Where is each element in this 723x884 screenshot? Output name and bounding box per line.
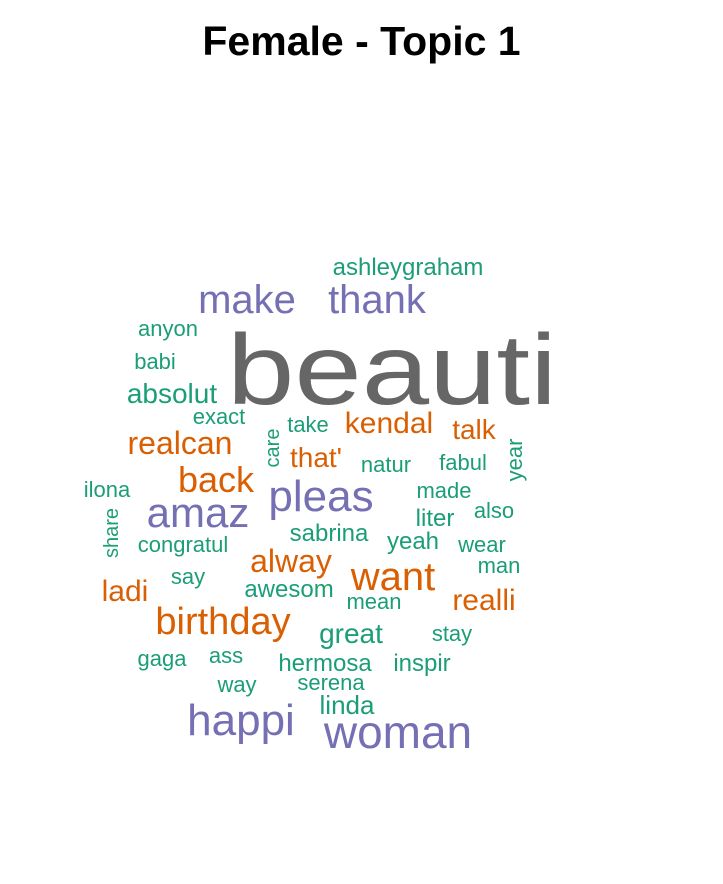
word-47: serena xyxy=(297,670,365,695)
word-26: year xyxy=(502,439,527,482)
word-8: realcan xyxy=(128,425,233,461)
word-24: natur xyxy=(361,452,411,477)
word-14: talk xyxy=(452,414,497,445)
word-5: happi xyxy=(187,696,295,745)
word-48: linda xyxy=(320,690,375,720)
word-22: take xyxy=(287,412,329,437)
word-39: man xyxy=(478,553,521,578)
chart-title: Female - Topic 1 xyxy=(202,18,521,64)
word-11: birthday xyxy=(155,601,290,643)
word-21: exact xyxy=(193,404,246,429)
word-12: alway xyxy=(250,543,332,579)
word-34: yeah xyxy=(387,528,439,555)
word-28: made xyxy=(416,478,471,503)
word-45: inspir xyxy=(393,650,450,677)
word-44: hermosa xyxy=(278,650,372,677)
word-25: fabul xyxy=(439,450,487,475)
word-46: way xyxy=(216,672,256,697)
word-20: absolut xyxy=(127,378,218,409)
word-3: pleas xyxy=(268,472,373,521)
word-41: stay xyxy=(432,621,472,646)
word-29: liter xyxy=(416,505,455,532)
word-23: care xyxy=(262,429,284,468)
word-1: make xyxy=(198,278,296,322)
word-2: thank xyxy=(328,278,427,322)
word-17: ashleygraham xyxy=(333,254,484,281)
word-7: kendal xyxy=(345,407,433,440)
word-38: mean xyxy=(346,589,401,614)
word-31: share xyxy=(101,508,123,558)
word-10: want xyxy=(350,555,436,599)
word-37: awesom xyxy=(244,576,333,603)
word-0: beauti xyxy=(227,314,557,426)
word-13: realli xyxy=(452,584,515,617)
word-32: congratul xyxy=(138,532,229,557)
word-6: woman xyxy=(323,706,472,758)
word-9: back xyxy=(178,459,255,500)
word-36: say xyxy=(171,564,205,589)
word-18: anyon xyxy=(138,316,198,341)
word-35: wear xyxy=(457,532,506,557)
word-33: sabrina xyxy=(290,520,369,547)
word-43: ass xyxy=(209,643,243,668)
word-4: amaz xyxy=(147,489,250,536)
word-42: gaga xyxy=(138,646,188,671)
word-30: also xyxy=(474,498,514,523)
word-19: babi xyxy=(134,349,176,374)
word-27: ilona xyxy=(84,477,131,502)
word-16: ladi xyxy=(102,575,149,608)
word-15: that' xyxy=(290,442,342,473)
word-40: great xyxy=(319,618,383,649)
